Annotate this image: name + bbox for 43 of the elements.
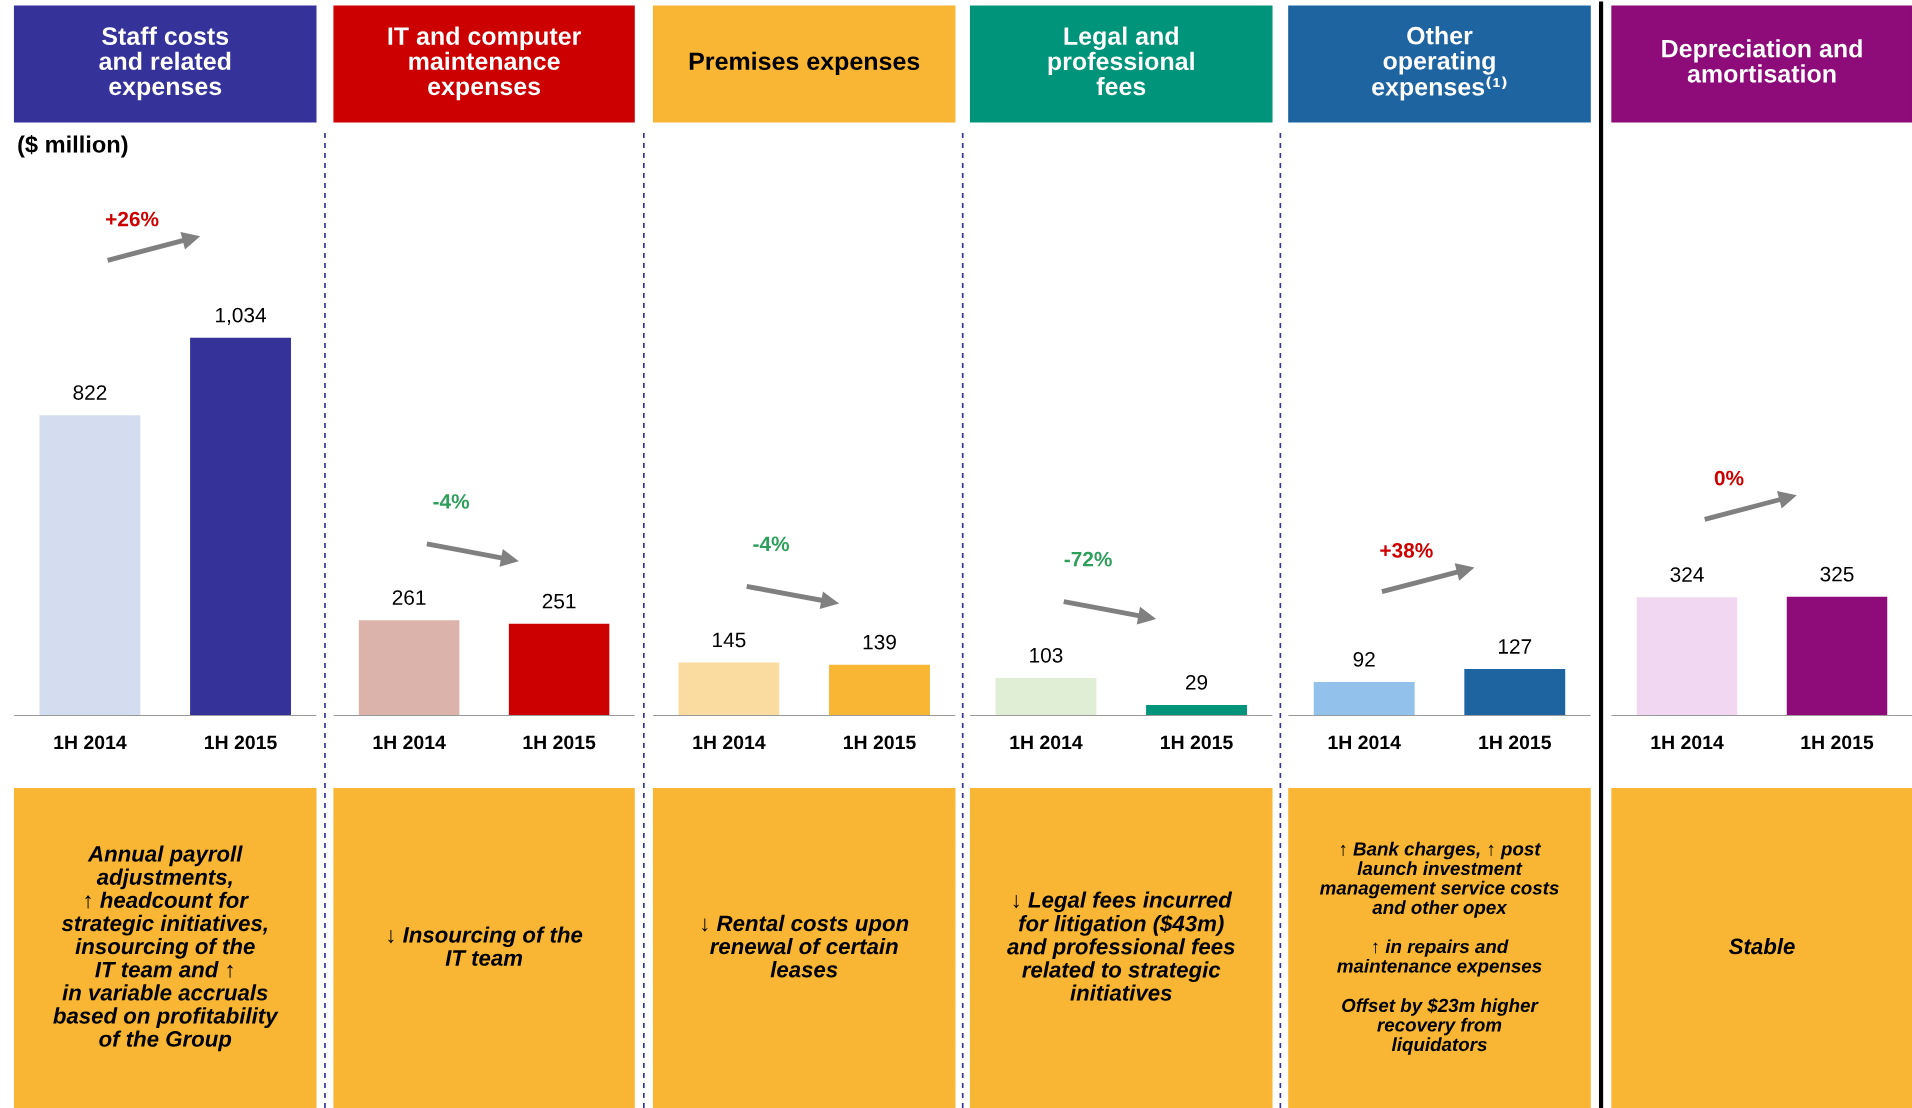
data-label: 103 <box>1030 647 1063 663</box>
chart-title: Staff costs and related expenses <box>99 26 231 101</box>
chart-title: Premises expenses <box>689 51 920 76</box>
data-label: 822 <box>73 385 107 400</box>
text: -4% <box>753 536 790 552</box>
text: Annual payroll adjustments, ↑ headcount for strategic initiatives, insourcing of the IT team and ↑ in variable accruals based on profitability of the Group <box>53 845 279 1052</box>
text: 0% <box>1714 470 1744 486</box>
text: ↓ Insourcing of the IT team <box>388 926 583 966</box>
x-tick-label: 1H 2015 <box>1479 735 1551 750</box>
chart-title: Legal and professional fees <box>1048 26 1194 96</box>
text: Stable <box>1728 937 1795 955</box>
x-tick-label: 1H 2014 <box>1328 735 1401 750</box>
data-label: 324 <box>1670 567 1704 582</box>
x-tick-label: 1H 2014 <box>54 735 127 750</box>
data-label: 325 <box>1820 566 1854 582</box>
x-tick-label: 1H 2014 <box>1651 735 1724 750</box>
x-tick-label: 1H 2014 <box>693 735 766 750</box>
data-label: 29 <box>1185 674 1208 690</box>
data-label: 261 <box>392 590 426 605</box>
y-axis-title: ($ million) <box>18 135 128 158</box>
text: ↓ Rental costs upon renewal of certain leases <box>702 914 909 978</box>
data-label: 92 <box>1353 651 1375 667</box>
x-tick-label: 1H 2014 <box>373 735 446 750</box>
chart-title: Depreciation and amortisation <box>1662 39 1862 83</box>
text: +38% <box>1380 543 1433 558</box>
text: -4% <box>433 494 470 509</box>
data-label: 139 <box>863 634 896 650</box>
text: -72% <box>1064 551 1112 567</box>
data-label: 145 <box>713 632 746 648</box>
x-tick-label: 1H 2015 <box>523 735 596 750</box>
data-label: 251 <box>542 593 576 609</box>
text: ↓ Legal fees incurred for litigation ($43m) and professional fees related to strategic initiatives <box>1007 891 1235 1001</box>
x-tick-label: 1H 2015 <box>1801 735 1874 750</box>
x-tick-label: 1H 2014 <box>1010 735 1083 750</box>
data-label: 127 <box>1499 639 1532 654</box>
x-tick-label: 1H 2015 <box>843 735 916 750</box>
chart-title: Other operating expenses⁽¹⁾ <box>1372 26 1507 101</box>
chart-title: IT and computer maintenance expenses <box>388 26 581 101</box>
x-tick-label: 1H 2015 <box>1160 735 1233 750</box>
text: ↑ Bank charges, ↑ post launch investment management service costs and other opex ↑ in repairs and maintenance expenses Offset by $23m higher recovery from liquidators <box>1319 841 1559 1055</box>
text: +26% <box>106 211 159 227</box>
x-tick-label: 1H 2015 <box>204 735 277 750</box>
data-label: 1,034 <box>216 307 266 325</box>
